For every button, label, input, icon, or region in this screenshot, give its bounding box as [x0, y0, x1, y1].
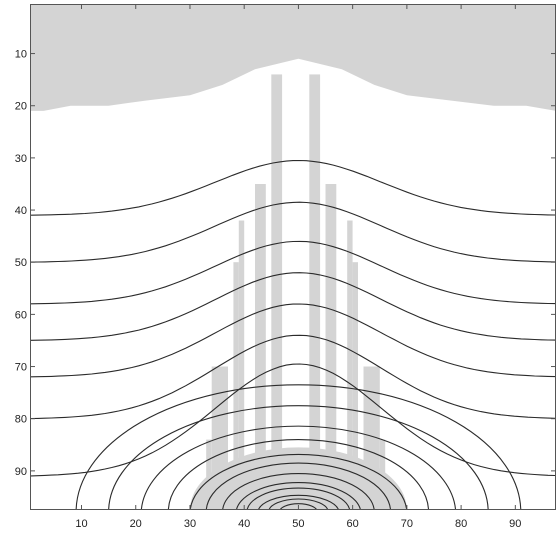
contour-line	[75, 384, 522, 510]
x-tick-label: 60	[346, 518, 358, 530]
y-tick-label: 10	[15, 49, 27, 61]
x-tick-label: 10	[75, 518, 87, 530]
contour-line	[30, 303, 556, 378]
mask-plume-column	[255, 184, 266, 510]
contour-layer	[30, 159, 556, 510]
y-tick-label: 60	[15, 309, 27, 321]
axis-frame	[30, 4, 556, 510]
mask-plume-column	[238, 220, 245, 510]
contour-line	[257, 494, 340, 510]
mask-plume-column	[325, 184, 337, 510]
y-axis: 10 20 30 40 50 60 70 80 90	[15, 49, 27, 478]
mask-plume-column	[347, 220, 353, 510]
contour-line	[222, 472, 375, 510]
contour-line	[279, 503, 318, 510]
x-tick-label: 80	[455, 518, 467, 530]
mask-top-band	[30, 4, 556, 111]
x-tick-label: 70	[401, 518, 413, 530]
contour-line	[167, 439, 430, 510]
y-tick-label: 90	[15, 466, 27, 478]
x-tick-label: 90	[509, 518, 521, 530]
mask-base-dome	[189, 447, 407, 510]
contour-line	[30, 240, 556, 305]
contour-line	[30, 272, 556, 341]
mask-plume-column	[233, 262, 239, 510]
mask-layer	[30, 4, 556, 510]
contour-line	[30, 363, 556, 477]
contour-line	[140, 425, 457, 510]
contour-line	[189, 453, 408, 510]
x-tick-label: 30	[184, 518, 196, 530]
y-tick-label: 40	[15, 205, 27, 217]
x-tick-label: 50	[292, 518, 304, 530]
contour-line	[30, 159, 556, 216]
contour-line	[235, 481, 361, 510]
y-tick-label: 20	[15, 101, 27, 113]
x-tick-label: 20	[130, 518, 142, 530]
contour-line	[108, 405, 489, 510]
tick-marks	[30, 4, 556, 510]
y-tick-label: 70	[15, 362, 27, 374]
contour-line	[30, 334, 556, 420]
mask-plume-column	[271, 74, 283, 510]
x-tick-label: 40	[238, 518, 250, 530]
contour-line	[30, 201, 556, 263]
contour-line	[246, 487, 351, 510]
x-axis: 10 20 30 40 50 60 70 80 90	[75, 518, 521, 530]
mask-plume-column	[309, 74, 321, 510]
mask-plume-column	[352, 262, 358, 510]
contour-line	[205, 462, 391, 510]
contour-line	[268, 498, 329, 510]
y-tick-label: 80	[15, 414, 27, 426]
y-tick-label: 30	[15, 153, 27, 165]
y-tick-label: 50	[15, 257, 27, 269]
